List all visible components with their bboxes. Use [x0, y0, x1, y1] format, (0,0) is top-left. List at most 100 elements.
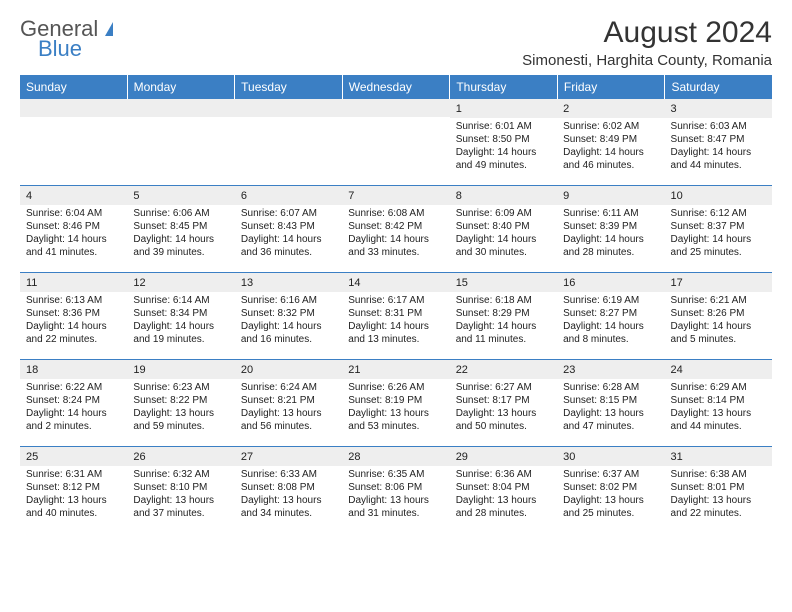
day-content: [342, 117, 449, 123]
daylight-text-line1: Daylight: 14 hours: [456, 233, 551, 246]
sunrise-text: Sunrise: 6:19 AM: [563, 294, 658, 307]
daylight-text-line2: and 19 minutes.: [133, 333, 228, 346]
day-content: Sunrise: 6:31 AMSunset: 8:12 PMDaylight:…: [20, 466, 127, 524]
day-number: 5: [127, 186, 234, 205]
daylight-text-line1: Daylight: 14 hours: [563, 146, 658, 159]
calendar-day: 8Sunrise: 6:09 AMSunset: 8:40 PMDaylight…: [450, 186, 557, 272]
calendar-day: [20, 99, 127, 185]
daylight-text-line2: and 50 minutes.: [456, 420, 551, 433]
calendar-week: 4Sunrise: 6:04 AMSunset: 8:46 PMDaylight…: [20, 186, 772, 273]
sunrise-text: Sunrise: 6:07 AM: [241, 207, 336, 220]
sunset-text: Sunset: 8:39 PM: [563, 220, 658, 233]
daylight-text-line2: and 16 minutes.: [241, 333, 336, 346]
day-number: [235, 99, 342, 117]
day-content: Sunrise: 6:36 AMSunset: 8:04 PMDaylight:…: [450, 466, 557, 524]
day-content: Sunrise: 6:33 AMSunset: 8:08 PMDaylight:…: [235, 466, 342, 524]
sunrise-text: Sunrise: 6:35 AM: [348, 468, 443, 481]
calendar-week: 18Sunrise: 6:22 AMSunset: 8:24 PMDayligh…: [20, 360, 772, 447]
page-title: August 2024: [522, 16, 772, 50]
sunset-text: Sunset: 8:40 PM: [456, 220, 551, 233]
calendar-day: 24Sunrise: 6:29 AMSunset: 8:14 PMDayligh…: [665, 360, 772, 446]
daylight-text-line2: and 30 minutes.: [456, 246, 551, 259]
sunrise-text: Sunrise: 6:31 AM: [26, 468, 121, 481]
sunrise-text: Sunrise: 6:32 AM: [133, 468, 228, 481]
sunset-text: Sunset: 8:10 PM: [133, 481, 228, 494]
day-number: 30: [557, 447, 664, 466]
daylight-text-line1: Daylight: 14 hours: [456, 146, 551, 159]
calendar-day: 9Sunrise: 6:11 AMSunset: 8:39 PMDaylight…: [557, 186, 664, 272]
daylight-text-line1: Daylight: 14 hours: [241, 320, 336, 333]
calendar-day: 10Sunrise: 6:12 AMSunset: 8:37 PMDayligh…: [665, 186, 772, 272]
daylight-text-line2: and 37 minutes.: [133, 507, 228, 520]
day-content: Sunrise: 6:28 AMSunset: 8:15 PMDaylight:…: [557, 379, 664, 437]
calendar-day: 29Sunrise: 6:36 AMSunset: 8:04 PMDayligh…: [450, 447, 557, 533]
sunset-text: Sunset: 8:50 PM: [456, 133, 551, 146]
calendar-day: 12Sunrise: 6:14 AMSunset: 8:34 PMDayligh…: [127, 273, 234, 359]
sunset-text: Sunset: 8:01 PM: [671, 481, 766, 494]
day-content: [20, 117, 127, 123]
sunset-text: Sunset: 8:29 PM: [456, 307, 551, 320]
weekday-header: Wednesday: [343, 75, 451, 99]
calendar-day: 23Sunrise: 6:28 AMSunset: 8:15 PMDayligh…: [557, 360, 664, 446]
sunset-text: Sunset: 8:17 PM: [456, 394, 551, 407]
sunset-text: Sunset: 8:02 PM: [563, 481, 658, 494]
sunset-text: Sunset: 8:27 PM: [563, 307, 658, 320]
day-number: 20: [235, 360, 342, 379]
calendar-week: 25Sunrise: 6:31 AMSunset: 8:12 PMDayligh…: [20, 447, 772, 533]
sunrise-text: Sunrise: 6:36 AM: [456, 468, 551, 481]
day-number: 29: [450, 447, 557, 466]
calendar-day: 14Sunrise: 6:17 AMSunset: 8:31 PMDayligh…: [342, 273, 449, 359]
daylight-text-line2: and 41 minutes.: [26, 246, 121, 259]
daylight-text-line2: and 34 minutes.: [241, 507, 336, 520]
daylight-text-line1: Daylight: 14 hours: [26, 407, 121, 420]
daylight-text-line1: Daylight: 13 hours: [133, 407, 228, 420]
daylight-text-line1: Daylight: 14 hours: [241, 233, 336, 246]
daylight-text-line1: Daylight: 13 hours: [133, 494, 228, 507]
sunrise-text: Sunrise: 6:02 AM: [563, 120, 658, 133]
day-content: Sunrise: 6:35 AMSunset: 8:06 PMDaylight:…: [342, 466, 449, 524]
sunset-text: Sunset: 8:45 PM: [133, 220, 228, 233]
sunset-text: Sunset: 8:31 PM: [348, 307, 443, 320]
sunset-text: Sunset: 8:12 PM: [26, 481, 121, 494]
day-content: [127, 117, 234, 123]
calendar-day: 22Sunrise: 6:27 AMSunset: 8:17 PMDayligh…: [450, 360, 557, 446]
day-content: Sunrise: 6:16 AMSunset: 8:32 PMDaylight:…: [235, 292, 342, 350]
sunrise-text: Sunrise: 6:16 AM: [241, 294, 336, 307]
sunrise-text: Sunrise: 6:01 AM: [456, 120, 551, 133]
day-number: 28: [342, 447, 449, 466]
daylight-text-line1: Daylight: 14 hours: [348, 233, 443, 246]
sunrise-text: Sunrise: 6:08 AM: [348, 207, 443, 220]
sunrise-text: Sunrise: 6:17 AM: [348, 294, 443, 307]
day-content: Sunrise: 6:07 AMSunset: 8:43 PMDaylight:…: [235, 205, 342, 263]
day-number: 8: [450, 186, 557, 205]
day-number: 17: [665, 273, 772, 292]
day-number: 10: [665, 186, 772, 205]
calendar-day: 11Sunrise: 6:13 AMSunset: 8:36 PMDayligh…: [20, 273, 127, 359]
sunrise-text: Sunrise: 6:11 AM: [563, 207, 658, 220]
weeks-container: 1Sunrise: 6:01 AMSunset: 8:50 PMDaylight…: [20, 99, 772, 533]
sunrise-text: Sunrise: 6:38 AM: [671, 468, 766, 481]
day-content: Sunrise: 6:01 AMSunset: 8:50 PMDaylight:…: [450, 118, 557, 176]
sunrise-text: Sunrise: 6:29 AM: [671, 381, 766, 394]
day-content: Sunrise: 6:17 AMSunset: 8:31 PMDaylight:…: [342, 292, 449, 350]
sunset-text: Sunset: 8:06 PM: [348, 481, 443, 494]
calendar-day: 21Sunrise: 6:26 AMSunset: 8:19 PMDayligh…: [342, 360, 449, 446]
sunset-text: Sunset: 8:47 PM: [671, 133, 766, 146]
day-number: 6: [235, 186, 342, 205]
sunrise-text: Sunrise: 6:24 AM: [241, 381, 336, 394]
daylight-text-line1: Daylight: 14 hours: [133, 233, 228, 246]
daylight-text-line2: and 13 minutes.: [348, 333, 443, 346]
calendar-week: 1Sunrise: 6:01 AMSunset: 8:50 PMDaylight…: [20, 99, 772, 186]
daylight-text-line2: and 33 minutes.: [348, 246, 443, 259]
day-number: 27: [235, 447, 342, 466]
calendar-day: 20Sunrise: 6:24 AMSunset: 8:21 PMDayligh…: [235, 360, 342, 446]
day-number: 11: [20, 273, 127, 292]
sunrise-text: Sunrise: 6:18 AM: [456, 294, 551, 307]
daylight-text-line1: Daylight: 14 hours: [563, 233, 658, 246]
sunrise-text: Sunrise: 6:04 AM: [26, 207, 121, 220]
calendar-day: 4Sunrise: 6:04 AMSunset: 8:46 PMDaylight…: [20, 186, 127, 272]
day-number: 13: [235, 273, 342, 292]
daylight-text-line2: and 56 minutes.: [241, 420, 336, 433]
sunset-text: Sunset: 8:14 PM: [671, 394, 766, 407]
daylight-text-line1: Daylight: 14 hours: [671, 320, 766, 333]
